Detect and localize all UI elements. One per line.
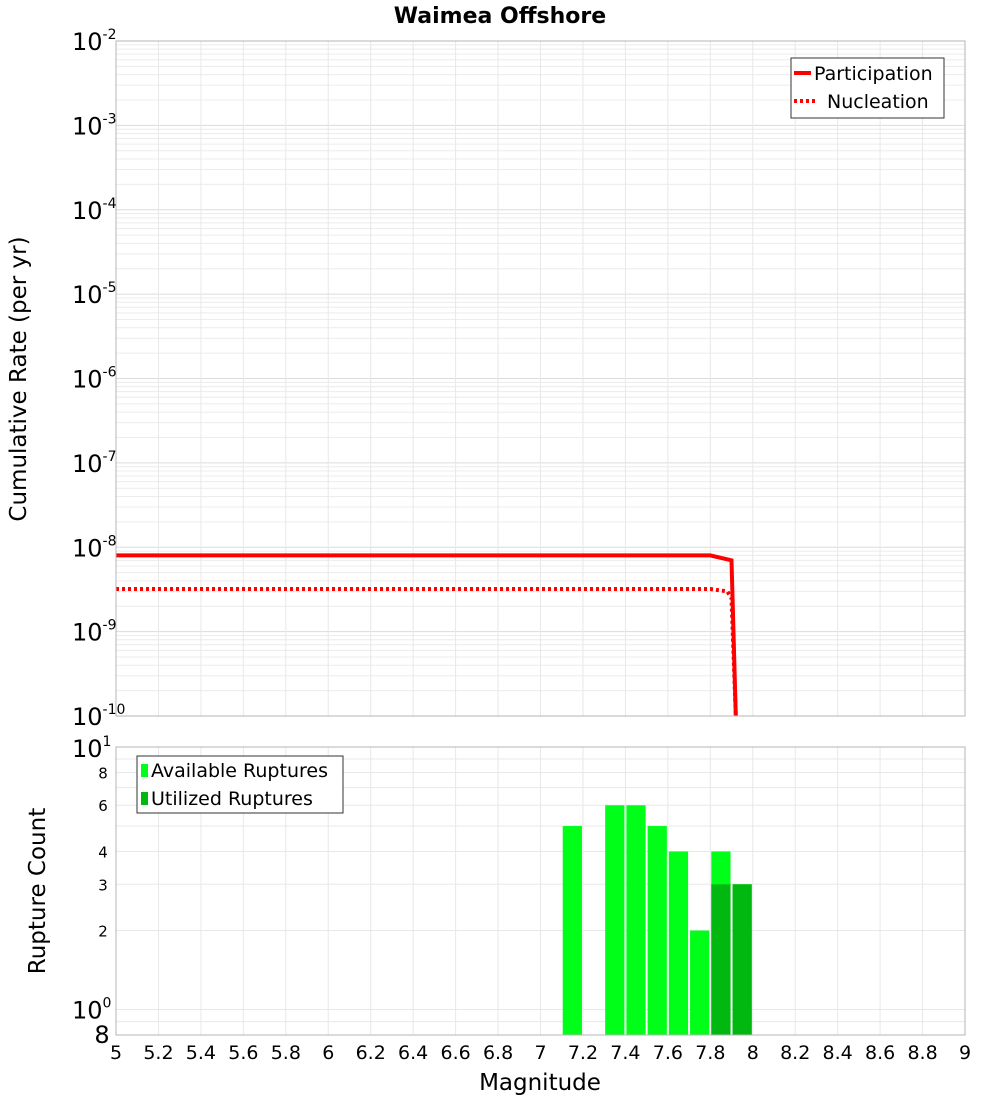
rate-plot-series	[116, 553, 738, 717]
y-tick-label: 10-6	[72, 365, 117, 394]
rate-plot-grid	[115, 41, 966, 717]
available-bar	[562, 826, 582, 1035]
chart-title: Waimea Offshore	[394, 4, 606, 29]
x-tick-label: 5.6	[228, 1042, 258, 1064]
y-tick-label: 100	[72, 996, 111, 1025]
available-bar	[605, 805, 625, 1035]
x-tick-label: 6	[322, 1042, 334, 1064]
y-tick-label: 3	[98, 876, 108, 894]
y-tick-label: 2	[98, 923, 108, 941]
x-tick-label: 8.4	[823, 1042, 853, 1064]
y-tick-label: 10-8	[72, 533, 117, 562]
rate-plot: 10-2 10-3 10-4 10-5 10-6 10-7 10-8 10-9 10-10 Cu…	[6, 27, 966, 731]
y-tick-label: 10-10	[72, 702, 125, 731]
y-tick-label: 10-9	[72, 618, 117, 647]
legend-utilized-swatch	[141, 792, 148, 805]
x-tick-label: 5.2	[143, 1042, 173, 1064]
y-tick-label: 101	[72, 734, 111, 763]
x-tick-label: 6.8	[483, 1042, 513, 1064]
x-tick-label: 8	[747, 1042, 759, 1064]
x-tick-label: 5	[110, 1042, 122, 1064]
x-tick-label: 5.8	[271, 1042, 301, 1064]
x-tick-label: 8.2	[780, 1042, 810, 1064]
x-tick-label: 7.4	[610, 1042, 640, 1064]
legend-participation-label: Participation	[814, 63, 933, 85]
legend-available-swatch	[141, 764, 148, 777]
utilized-bar	[732, 884, 752, 1035]
legend-nucleation-label: Nucleation	[827, 91, 929, 113]
y-tick-label: 6	[98, 797, 108, 815]
x-axis-label: Magnitude	[479, 1070, 601, 1096]
rupture-legend-box	[136, 755, 344, 814]
x-tick-label: 6.6	[440, 1042, 470, 1064]
rate-plot-legend: Participation Nucleation	[790, 57, 945, 119]
legend-available-label: Available Ruptures	[151, 760, 328, 782]
utilized-bar	[711, 884, 731, 1035]
series-line-participation	[116, 553, 738, 717]
rupture-plot-legend: Available Ruptures Utilized Ruptures	[136, 755, 344, 814]
rupture-plot-bars	[562, 805, 752, 1035]
y-tick-label: 4	[98, 843, 108, 861]
x-tick-label: 6.2	[356, 1042, 386, 1064]
rate-legend-box	[790, 57, 945, 119]
rupture-plot-x-ticks: 5 5.2 5.4 5.6 5.8 6 6.2 6.4 6.6 6.8 7 7.2 7.4 7.6 7.8 8…	[110, 1042, 971, 1064]
y-tick-label: 10-5	[72, 280, 117, 309]
y-tick-label: 10-4	[72, 196, 117, 225]
available-bar	[668, 851, 689, 1035]
x-tick-label: 7.2	[568, 1042, 598, 1064]
rate-plot-y-ticks: 10-2 10-3 10-4 10-5 10-6 10-7 10-8 10-9 10-10	[72, 27, 125, 731]
x-tick-label: 7.6	[653, 1042, 683, 1064]
rupture-plot-y-label: Rupture Count	[25, 808, 51, 974]
rupture-plot-frame	[115, 746, 966, 1036]
y-tick-label: 10-2	[72, 27, 117, 56]
y-tick-label: 10-3	[72, 111, 117, 140]
x-tick-label: 7	[534, 1042, 546, 1064]
x-tick-label: 9	[959, 1042, 971, 1064]
available-bar	[647, 826, 667, 1035]
rate-plot-frame	[115, 40, 966, 717]
x-tick-label: 5.4	[186, 1042, 216, 1064]
available-bar	[626, 805, 646, 1035]
rate-plot-y-label: Cumulative Rate (per yr)	[6, 236, 32, 521]
x-tick-label: 7.8	[695, 1042, 725, 1064]
available-bar	[690, 930, 710, 1035]
legend-utilized-label: Utilized Ruptures	[151, 788, 313, 810]
y-tick-label: 8	[94, 1021, 109, 1049]
x-tick-label: 8.8	[907, 1042, 937, 1064]
x-tick-label: 6.4	[398, 1042, 428, 1064]
x-tick-label: 8.6	[865, 1042, 895, 1064]
y-tick-label: 8	[98, 764, 108, 782]
y-tick-label: 10-7	[72, 449, 117, 478]
series-line-nucleation	[116, 587, 738, 717]
